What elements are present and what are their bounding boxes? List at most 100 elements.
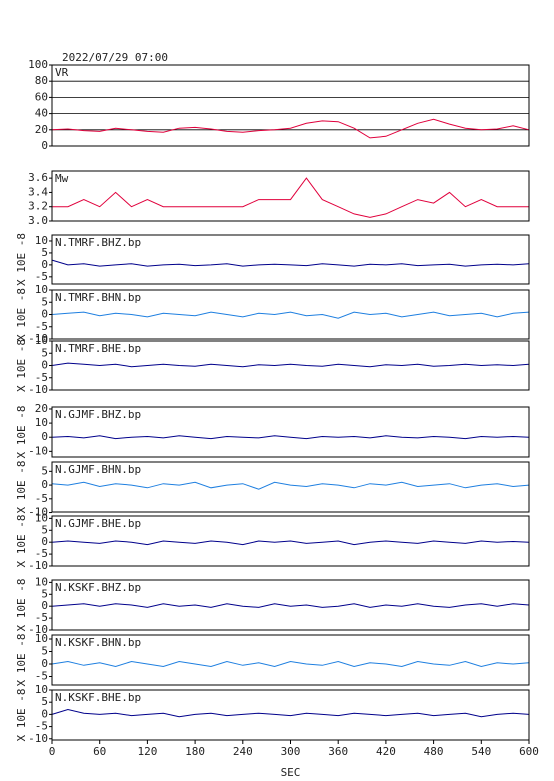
y-tick-label: 0 — [41, 535, 48, 548]
y-tick-label: 5 — [41, 523, 48, 536]
x-tick-label: 300 — [281, 745, 301, 758]
data-line — [51, 311, 530, 319]
y-tick-label: 5 — [41, 587, 48, 600]
y-tick-label: 3.6 — [28, 171, 48, 184]
y-tick-label: 0 — [41, 139, 48, 152]
y-tick-label: -10 — [28, 559, 48, 572]
y-axis-label: X 10E -8 — [15, 288, 28, 341]
y-tick-label: 0 — [41, 359, 48, 372]
panel-label: N.GJMF.BHN.bp — [55, 463, 141, 476]
y-tick-label: 20 — [35, 123, 48, 136]
data-line — [51, 259, 530, 267]
y-tick-label: -10 — [28, 332, 48, 345]
y-tick-label: 10 — [35, 334, 48, 347]
y-tick-label: -10 — [28, 506, 48, 519]
y-tick-label: -5 — [35, 611, 48, 624]
panel-label: N.KSKF.BHZ.bp — [55, 581, 141, 594]
panel-frame — [51, 579, 530, 631]
y-tick-label: 5 — [41, 295, 48, 308]
x-tick-label: 480 — [424, 745, 444, 758]
y-tick-label: 5 — [41, 695, 48, 708]
y-tick-label: -5 — [35, 547, 48, 560]
y-tick-label: 60 — [35, 90, 48, 103]
y-tick-label: 0 — [41, 308, 48, 321]
y-axis-label: X 10E -8 — [15, 634, 28, 687]
panel-label: N.GJMF.BHE.bp — [55, 517, 141, 530]
data-line — [51, 708, 530, 718]
y-tick-label: -5 — [35, 270, 48, 283]
data-line — [51, 481, 530, 490]
y-tick-label: 80 — [35, 74, 48, 87]
y-tick-label: 10 — [35, 283, 48, 296]
data-line — [51, 660, 530, 668]
panel-frame — [51, 461, 530, 513]
data-line — [51, 540, 530, 546]
y-tick-label: 0 — [41, 707, 48, 720]
y-tick-label: 10 — [35, 683, 48, 696]
x-tick-label: 600 — [519, 745, 539, 758]
panel-label: VR — [55, 66, 69, 79]
chart-title: 2022/07/29 07:00 — [62, 51, 168, 64]
panel-frame — [51, 340, 530, 391]
y-tick-label: -10 — [28, 623, 48, 636]
y-tick-label: 0 — [41, 430, 48, 443]
panel-label: N.KSKF.BHN.bp — [55, 636, 141, 649]
y-tick-label: 0 — [41, 258, 48, 271]
panel-label: N.KSKF.BHE.bp — [55, 691, 141, 704]
panel-frame — [51, 64, 530, 147]
x-tick-label: 240 — [233, 745, 253, 758]
y-tick-label: -10 — [28, 732, 48, 745]
x-tick-label: 180 — [185, 745, 205, 758]
x-axis-label: SEC — [281, 766, 301, 779]
y-tick-label: -5 — [35, 492, 48, 505]
y-axis-label: X 10E -8 — [15, 579, 28, 632]
y-tick-label: -5 — [35, 371, 48, 384]
y-tick-label: 3.0 — [28, 214, 48, 227]
y-tick-label: -5 — [35, 320, 48, 333]
x-tick-label: 0 — [49, 745, 56, 758]
y-tick-label: 3.2 — [28, 200, 48, 213]
data-line — [51, 362, 530, 368]
y-tick-label: -5 — [35, 670, 48, 683]
y-tick-label: 5 — [41, 346, 48, 359]
panel-frame — [51, 515, 530, 567]
panel-label: N.TMRF.BHN.bp — [55, 291, 141, 304]
y-axis-label: X 10E -8 — [15, 461, 28, 514]
y-tick-label: 0 — [41, 657, 48, 670]
panel-frame — [51, 634, 530, 686]
panel-label: N.TMRF.BHZ.bp — [55, 236, 141, 249]
y-tick-label: 5 — [41, 246, 48, 259]
x-tick-label: 120 — [137, 745, 157, 758]
x-tick-label: 540 — [471, 745, 491, 758]
panel-frame — [51, 406, 530, 458]
panel-label: N.TMRF.BHE.bp — [55, 342, 141, 355]
y-tick-label: 10 — [35, 234, 48, 247]
y-tick-label: 40 — [35, 107, 48, 120]
y-tick-label: 10 — [35, 511, 48, 524]
data-line — [51, 603, 530, 608]
y-tick-label: 10 — [35, 632, 48, 645]
x-tick-label: 60 — [93, 745, 106, 758]
y-axis-label: X 10E -8 — [15, 515, 28, 568]
y-tick-label: -10 — [28, 383, 48, 396]
y-tick-label: -10 — [28, 444, 48, 457]
y-tick-label: 0 — [41, 599, 48, 612]
y-tick-label: 10 — [35, 416, 48, 429]
y-axis-label: X 10E -8 — [15, 689, 28, 742]
data-line — [51, 118, 530, 139]
data-line — [52, 177, 529, 218]
y-tick-label: 10 — [35, 575, 48, 588]
panel-frame — [51, 234, 530, 285]
y-axis-label: X 10E -8 — [15, 233, 28, 286]
y-tick-label: 5 — [41, 645, 48, 658]
y-tick-label: 100 — [28, 58, 48, 71]
y-axis-label: X 10E -8 — [15, 406, 28, 459]
y-tick-label: 20 — [35, 402, 48, 415]
x-tick-label: 420 — [376, 745, 396, 758]
y-tick-label: 0 — [41, 478, 48, 491]
data-line — [51, 435, 530, 440]
y-tick-label: 5 — [41, 464, 48, 477]
y-tick-label: 3.4 — [28, 185, 48, 198]
panel-label: N.GJMF.BHZ.bp — [55, 408, 141, 421]
